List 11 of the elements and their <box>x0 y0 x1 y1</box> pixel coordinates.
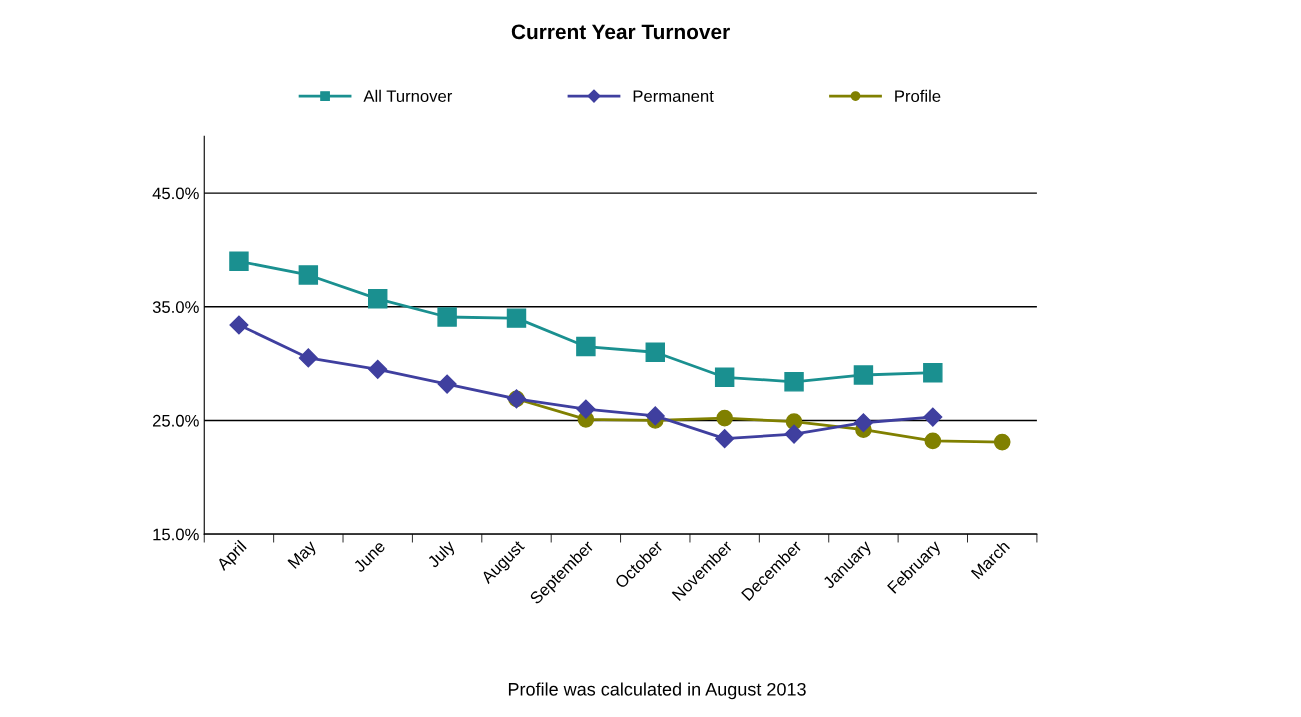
x-tick-label: July <box>426 539 459 571</box>
chart-title: Current Year Turnover <box>511 24 730 40</box>
x-tick-label: May <box>287 539 320 572</box>
y-tick-label: 25.0% <box>152 414 199 427</box>
y-tick-label: 45.0% <box>152 187 199 200</box>
y-tick-label: 15.0% <box>153 528 199 541</box>
text: Profile was calculated in August 2013 <box>508 682 806 700</box>
y-tick-label: 35.0% <box>152 301 199 313</box>
legend-label: All Turnover <box>363 89 453 103</box>
legend-label: Profile <box>895 89 941 103</box>
legend-label: Permanent <box>633 90 714 103</box>
